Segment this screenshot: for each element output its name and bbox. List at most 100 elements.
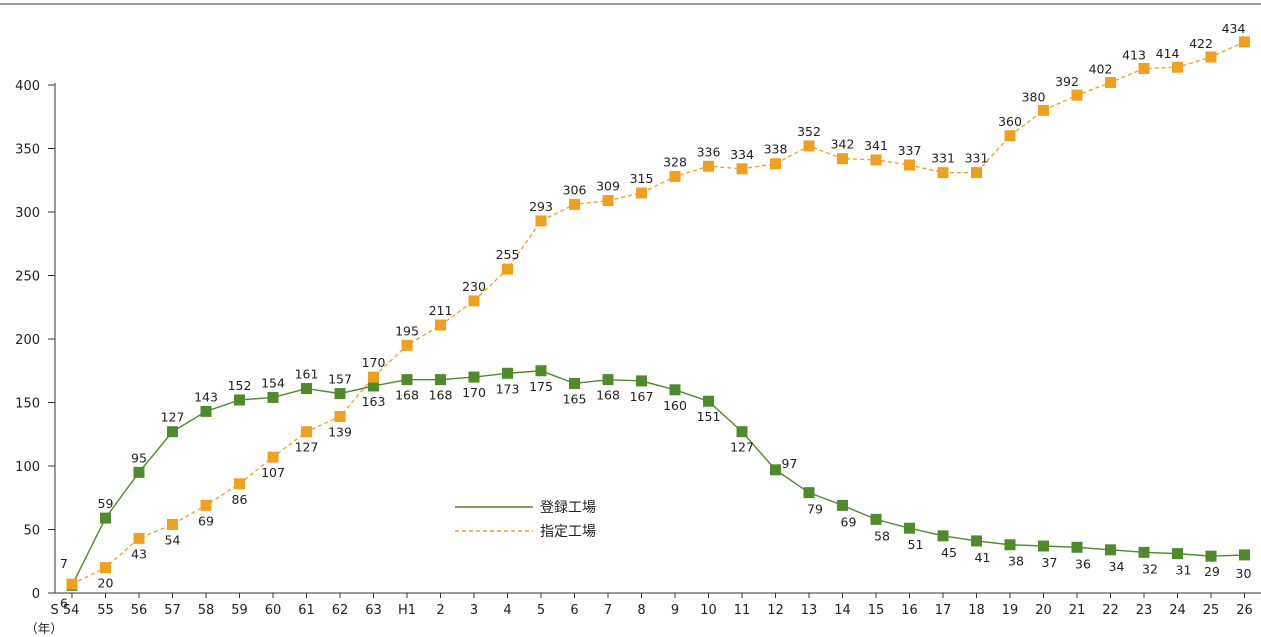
series-1-data-label: 165 — [563, 391, 587, 406]
series-1-point — [736, 426, 748, 438]
series-2-data-label: 86 — [232, 492, 248, 507]
y-tick-label: 350 — [15, 143, 40, 158]
series-1-data-label: 36 — [1075, 556, 1091, 571]
series-1-point — [904, 522, 915, 534]
series-2-point — [267, 451, 279, 463]
series-2-data-label: 392 — [1055, 74, 1079, 89]
series-1-data-label: 157 — [328, 372, 352, 387]
series-1-point — [1138, 546, 1150, 558]
series-2-point — [837, 153, 848, 165]
y-tick-label: 150 — [15, 397, 40, 412]
series-2-point — [368, 371, 379, 383]
x-tick-label: 61 — [298, 603, 315, 618]
series-2-point — [569, 198, 580, 210]
x-tick-label: H1 — [398, 603, 416, 618]
series-1-data-label: 95 — [131, 450, 147, 465]
series-1-point — [602, 374, 614, 386]
x-tick-label: 23 — [1136, 603, 1153, 618]
x-tick-label: 24 — [1169, 603, 1186, 618]
x-tick-label: 20 — [1035, 603, 1052, 618]
x-tick-label: 15 — [868, 603, 885, 618]
series-1-point — [937, 530, 949, 542]
series-line-2 — [71, 41, 1245, 585]
series-1-point — [1004, 539, 1016, 551]
series-1-data-label: 59 — [98, 496, 114, 511]
series-2-point — [334, 410, 346, 422]
x-tick-label: 57 — [164, 603, 181, 618]
series-2-point — [636, 187, 647, 199]
series-2-point — [602, 195, 614, 207]
x-tick-label: 56 — [131, 603, 148, 618]
series-1-data-label: 45 — [941, 545, 957, 560]
y-tick-label: 250 — [15, 270, 40, 285]
x-tick-label: 59 — [231, 603, 248, 618]
series-1-data-label: 167 — [630, 389, 654, 404]
series-line-1 — [71, 370, 1245, 586]
series-2-data-label: 7 — [60, 556, 68, 571]
x-tick-label: 22 — [1102, 603, 1119, 618]
series-1-data-label: 127 — [730, 440, 754, 455]
series-1-point — [100, 512, 111, 524]
series-1-point — [1038, 540, 1049, 552]
series-1-point — [1071, 541, 1083, 553]
series-1-point — [200, 405, 212, 417]
series-2-data-label: 315 — [630, 171, 654, 186]
x-tick-label: 4 — [503, 603, 511, 618]
series-1-point — [267, 391, 279, 403]
series-2-point — [1004, 130, 1016, 142]
series-2-point — [100, 562, 111, 574]
series-2-point — [1071, 89, 1083, 101]
y-tick-label: 0 — [32, 587, 40, 602]
series-1-data-label: 34 — [1109, 559, 1125, 574]
series-2-data-label: 422 — [1189, 36, 1213, 51]
series-2-point — [669, 170, 681, 182]
series-1-data-label: 151 — [697, 409, 721, 424]
series-2-data-label: 336 — [697, 144, 721, 159]
y-tick-label: 50 — [23, 524, 40, 539]
series-2-point — [971, 167, 982, 179]
series-1-point — [669, 384, 681, 396]
x-tick-label: 5 — [537, 603, 545, 618]
series-2-point — [133, 532, 145, 544]
series-1-point — [401, 374, 413, 386]
series-2-point — [870, 154, 882, 166]
series-2-point — [1239, 36, 1250, 48]
series-2-point — [1205, 51, 1217, 63]
legend-label-1: 登録工場 — [540, 500, 596, 516]
series-1-data-label: 168 — [429, 388, 453, 403]
series-1-point — [971, 535, 982, 547]
series-2-data-label: 170 — [362, 355, 386, 370]
series-2-point — [435, 319, 446, 331]
series-2-data-label: 434 — [1222, 21, 1246, 36]
series-2-data-label: 211 — [429, 303, 453, 318]
x-tick-label: 13 — [801, 603, 818, 618]
x-tick-label: 26 — [1236, 603, 1253, 618]
series-2-point — [502, 263, 513, 275]
x-tick-label: S 54 — [51, 603, 80, 618]
series-1-point — [301, 383, 312, 395]
series-2-data-label: 293 — [529, 199, 553, 214]
x-tick-label: 10 — [700, 603, 717, 618]
x-tick-label: 58 — [198, 603, 215, 618]
series-2-data-label: 107 — [261, 465, 285, 480]
series-2-data-label: 413 — [1122, 47, 1146, 62]
y-tick-label: 400 — [15, 79, 40, 94]
series-1-point — [703, 395, 714, 407]
series-2-data-label: 334 — [730, 147, 754, 162]
x-tick-label: 3 — [470, 603, 478, 618]
series-1-data-label: 163 — [362, 394, 386, 409]
series-2-data-label: 331 — [965, 151, 989, 166]
series-1-data-label: 30 — [1236, 566, 1252, 581]
x-tick-label: 7 — [604, 603, 612, 618]
x-tick-label: 14 — [834, 603, 851, 618]
series-1-data-label: 29 — [1204, 564, 1220, 579]
series-2-data-label: 337 — [898, 143, 922, 158]
series-1-data-label: 160 — [663, 398, 687, 413]
series-2-data-label: 127 — [295, 440, 319, 455]
series-1-data-label: 38 — [1008, 554, 1024, 569]
series-1-data-label: 175 — [529, 379, 553, 394]
series-2-data-label: 230 — [462, 279, 486, 294]
x-tick-label: 25 — [1203, 603, 1220, 618]
